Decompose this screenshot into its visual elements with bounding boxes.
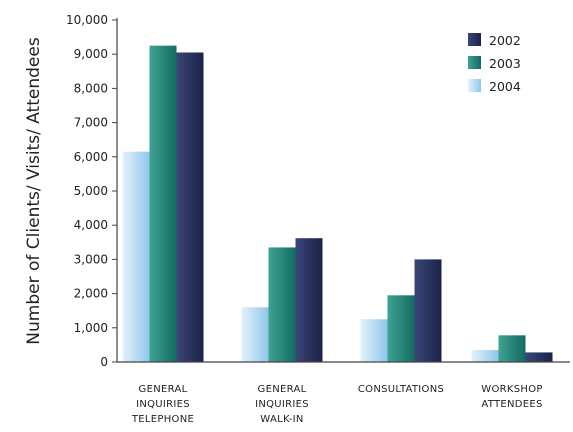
- y-tick-label: 9,000: [74, 47, 108, 61]
- legend-swatch-2003: [468, 56, 481, 69]
- legend-label-2003: 2003: [489, 56, 521, 71]
- legend-swatch-2004: [468, 79, 481, 92]
- bar-2003-cat2: [268, 247, 296, 362]
- bar-2003-cat4: [498, 335, 526, 362]
- bar-2004-cat3: [360, 319, 388, 362]
- x-category-label: CONSULTATIONS: [358, 384, 444, 395]
- bar-2002-cat4: [525, 352, 553, 362]
- y-tick-label: 5,000: [74, 184, 108, 198]
- legend-label-2004: 2004: [489, 79, 521, 94]
- bar-2003-cat3: [387, 295, 415, 362]
- bar-2002-cat1: [176, 52, 204, 363]
- y-tick-label: 8,000: [74, 81, 108, 95]
- legend-swatch-2002: [468, 33, 481, 46]
- x-category-label: INQUIRIES: [136, 399, 190, 410]
- y-tick-label: 7,000: [74, 116, 108, 130]
- y-axis-title: Number of Clients/ Visits/ Attendees: [24, 37, 44, 345]
- x-category-label: GENERAL: [139, 384, 188, 395]
- bar-2004-cat2: [241, 307, 269, 362]
- bar-2003-cat1: [149, 45, 177, 363]
- legend-label-2002: 2002: [489, 33, 521, 48]
- y-tick-label: 0: [100, 355, 108, 369]
- y-tick-label: 4,000: [74, 218, 108, 232]
- y-tick-label: 1,000: [74, 321, 108, 335]
- x-category-label: INQUIRIES: [255, 399, 309, 410]
- x-category-label: WALK-IN: [260, 414, 303, 425]
- x-category-label: WORKSHOP: [481, 384, 542, 395]
- y-tick-label: 6,000: [74, 150, 108, 164]
- bar-2002-cat2: [295, 238, 323, 362]
- bar-2002-cat3: [414, 259, 442, 362]
- x-category-label: ATTENDEES: [481, 399, 542, 410]
- x-category-label: GENERAL: [258, 384, 307, 395]
- bar-2004-cat4: [471, 350, 499, 362]
- bar-2004-cat1: [122, 151, 150, 362]
- y-tick-label: 2,000: [74, 287, 108, 301]
- x-category-label: TELEPHONE: [131, 414, 194, 425]
- y-tick-label: 10,000: [66, 13, 108, 27]
- y-tick-label: 3,000: [74, 252, 108, 266]
